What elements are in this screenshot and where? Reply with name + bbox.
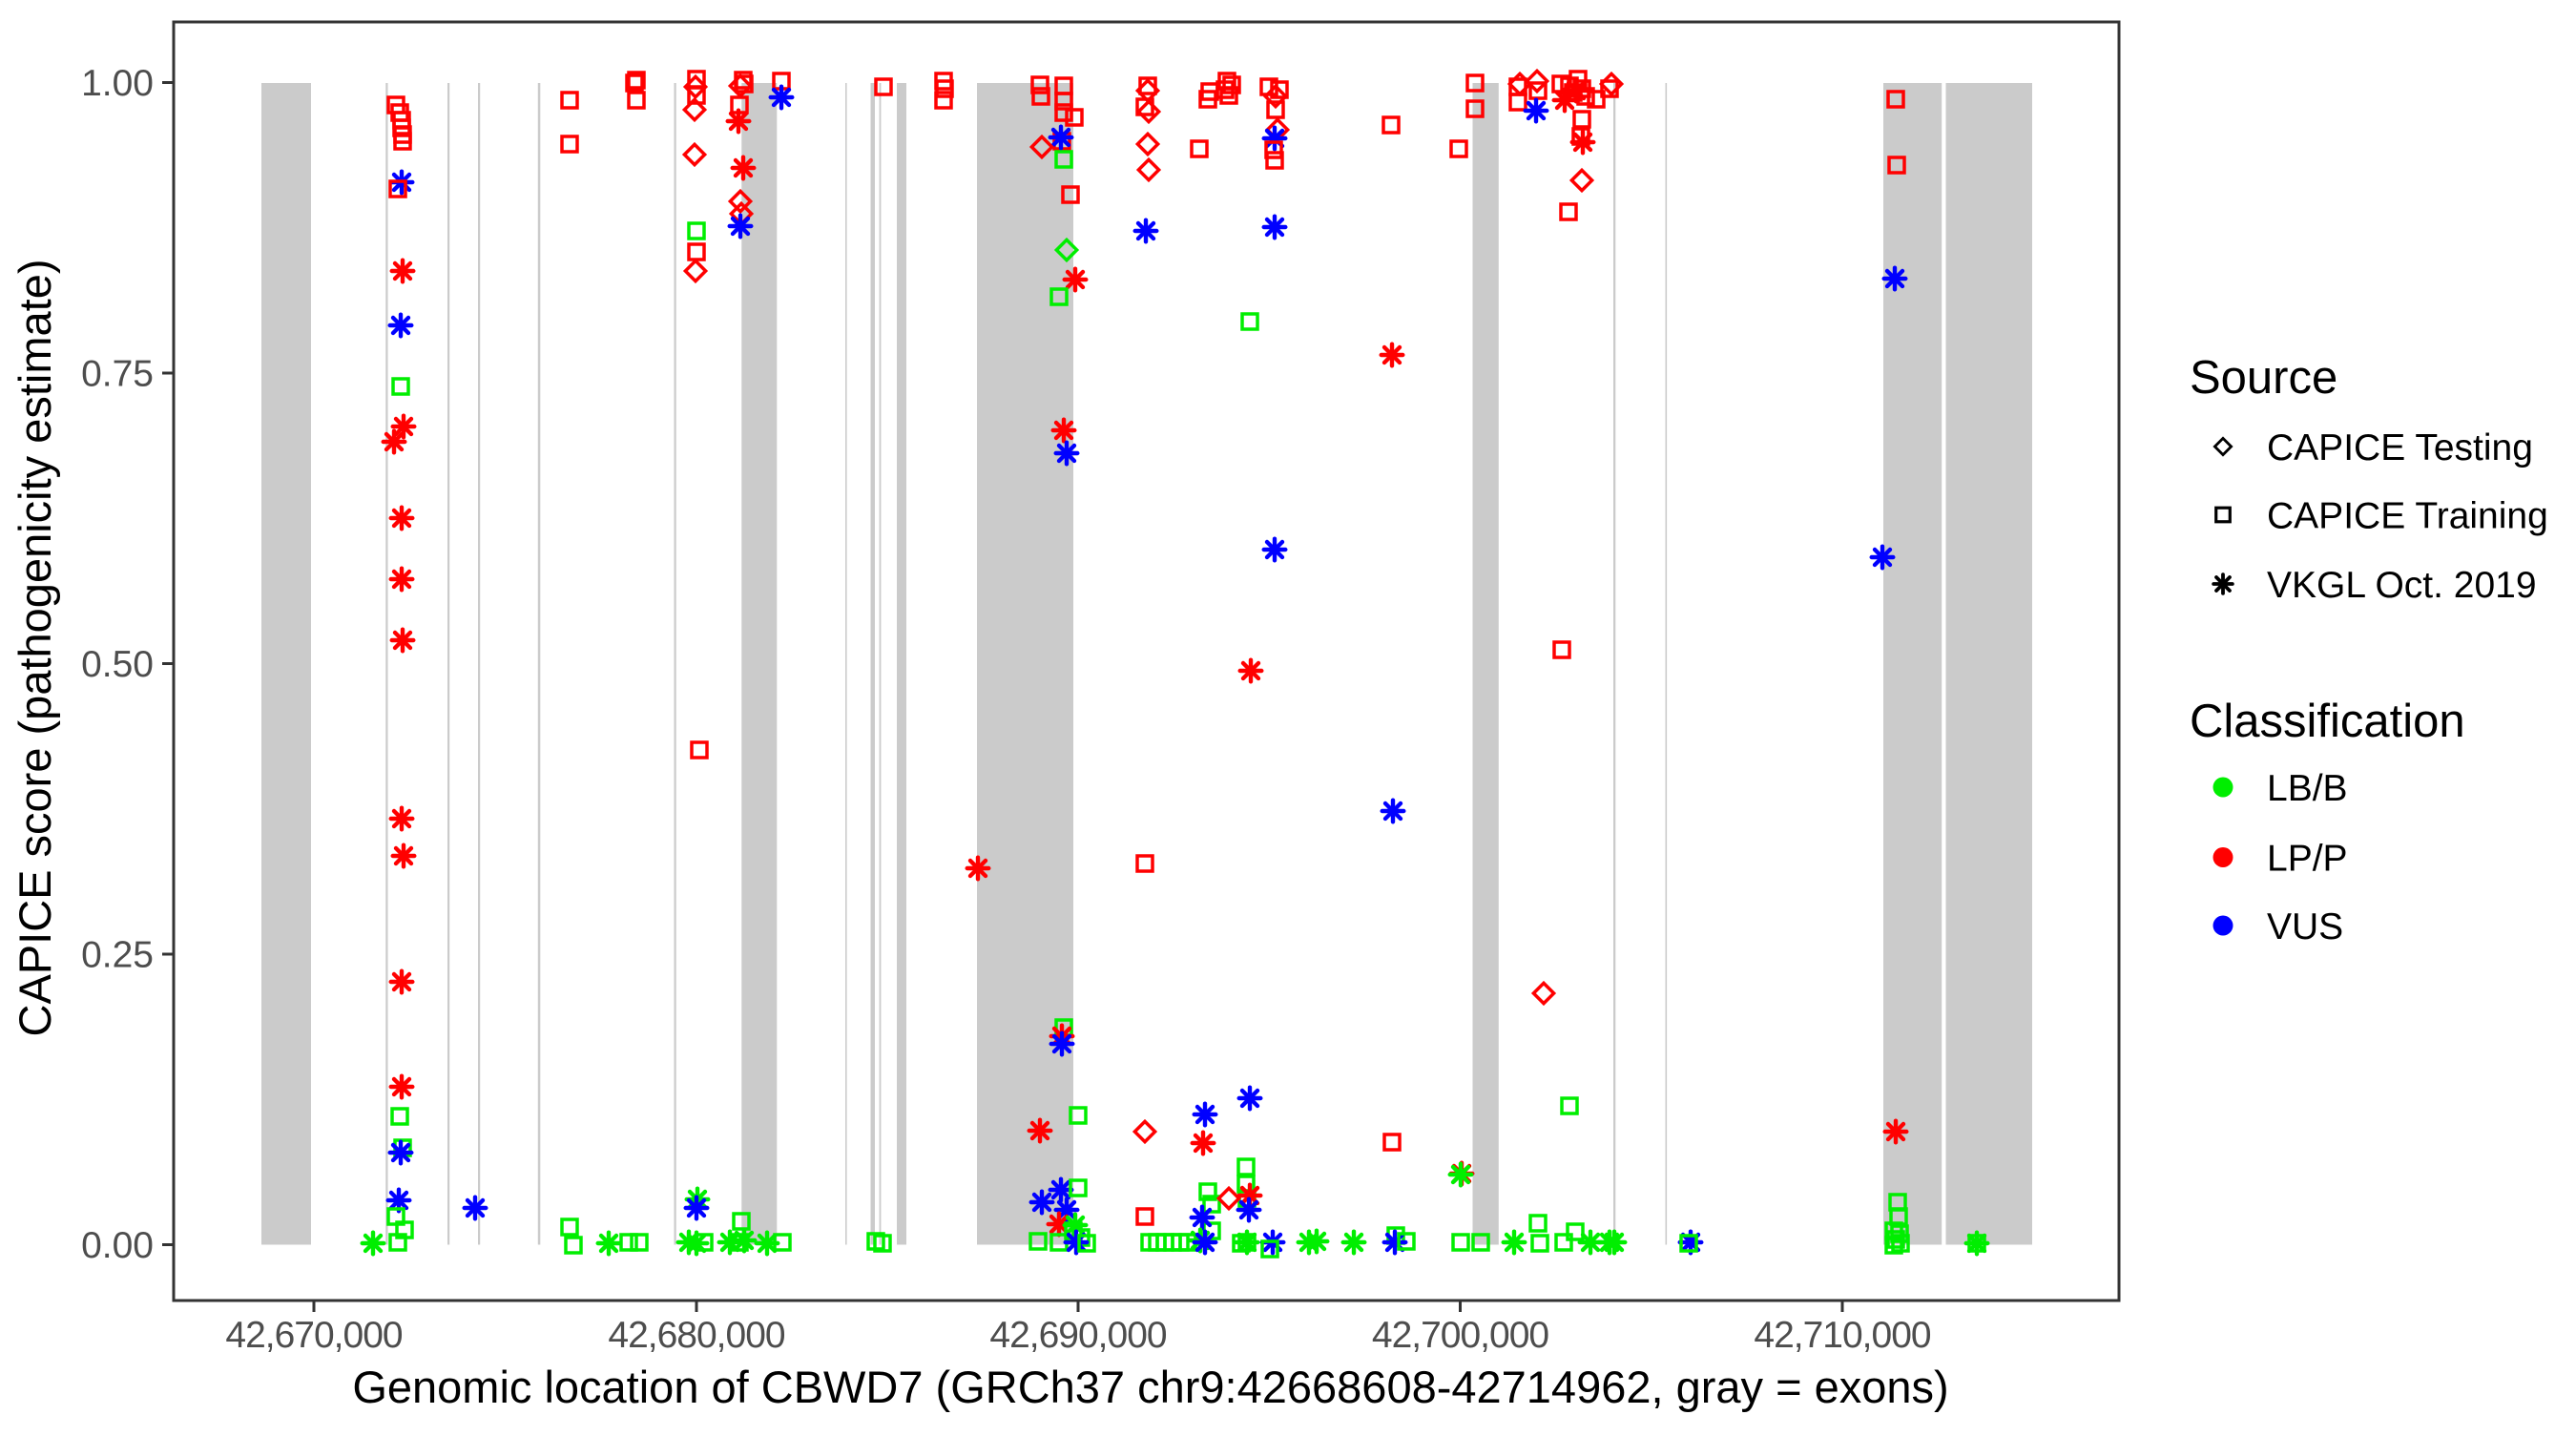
svg-text:42,700,000: 42,700,000 (1372, 1315, 1549, 1356)
svg-text:1.00: 1.00 (81, 63, 154, 104)
svg-text:42,710,000: 42,710,000 (1754, 1315, 1931, 1356)
svg-text:Classification: Classification (2190, 696, 2465, 747)
svg-text:0.75: 0.75 (81, 354, 154, 395)
svg-text:CAPICE Training: CAPICE Training (2267, 496, 2548, 537)
svg-text:42,690,000: 42,690,000 (989, 1315, 1167, 1356)
svg-text:42,670,000: 42,670,000 (225, 1315, 403, 1356)
svg-text:LB/B: LB/B (2267, 768, 2348, 809)
svg-text:0.50: 0.50 (81, 644, 154, 685)
svg-text:0.25: 0.25 (81, 935, 154, 976)
svg-text:LP/P: LP/P (2267, 839, 2348, 880)
svg-text:VKGL Oct. 2019: VKGL Oct. 2019 (2267, 565, 2537, 606)
svg-text:CAPICE Testing: CAPICE Testing (2267, 427, 2533, 468)
svg-text:VUS: VUS (2267, 906, 2343, 947)
svg-text:Source: Source (2190, 352, 2337, 404)
svg-text:CAPICE score (pathogenicity es: CAPICE score (pathogenicity estimate) (10, 260, 60, 1037)
svg-text:0.00: 0.00 (81, 1225, 154, 1266)
svg-text:42,680,000: 42,680,000 (608, 1315, 785, 1356)
svg-text:Genomic location of CBWD7 (GRC: Genomic location of CBWD7 (GRCh37 chr9:4… (352, 1362, 1948, 1412)
